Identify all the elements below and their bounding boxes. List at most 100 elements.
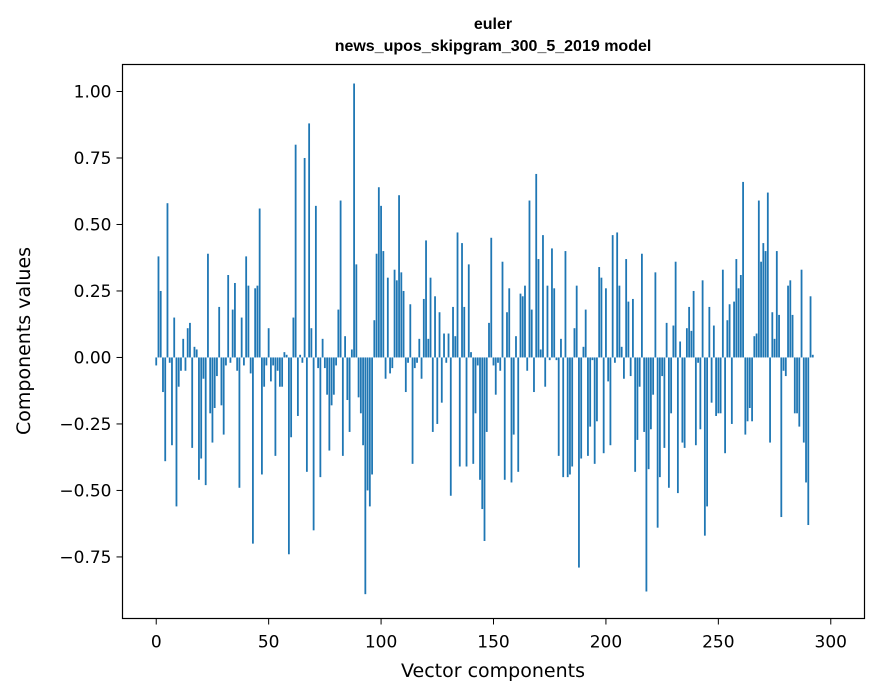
bar-263 (746, 357, 749, 422)
bar-116 (416, 357, 418, 363)
bar-18 (195, 349, 198, 358)
bar-286 (798, 357, 801, 427)
bar-23 (207, 253, 209, 358)
bar-82 (339, 200, 342, 358)
bar-225 (661, 357, 664, 377)
bar-36 (236, 357, 239, 371)
bar-115 (413, 357, 416, 369)
bar-267 (755, 333, 758, 358)
bar-163 (521, 296, 524, 358)
bar-284 (793, 357, 796, 414)
bar-275 (773, 338, 776, 358)
bar-126 (438, 312, 441, 358)
bar-86 (348, 357, 351, 432)
bar-247 (710, 357, 713, 403)
bar-167 (530, 309, 533, 358)
bar-92 (362, 357, 364, 446)
bar-110 (402, 290, 405, 358)
bar-34 (231, 309, 234, 358)
y-tick-label: 0.25 (74, 282, 112, 302)
x-axis-label: Vector components (401, 660, 585, 682)
x-tick-label: 250 (702, 633, 734, 653)
bar-128 (443, 333, 445, 358)
bar-172 (542, 235, 544, 358)
bar-1 (157, 256, 160, 358)
bar-175 (548, 357, 551, 361)
bar-13 (184, 357, 187, 371)
bar-166 (528, 200, 531, 358)
bar-43 (252, 357, 254, 544)
bar-184 (569, 357, 571, 475)
bar-182 (564, 251, 567, 358)
bar-16 (191, 357, 194, 448)
bar-62 (294, 144, 297, 358)
bar-11 (180, 357, 182, 371)
bar-39 (243, 357, 245, 366)
y-tick-label: −0.50 (59, 481, 111, 501)
bar-290 (807, 357, 810, 526)
bar-93 (364, 357, 367, 595)
bar-31 (225, 357, 227, 366)
bar-283 (791, 314, 794, 358)
bar-117 (418, 338, 421, 358)
y-tick-label: −0.25 (59, 415, 111, 435)
y-axis-label: Components values (13, 247, 35, 435)
x-tick-label: 100 (365, 633, 397, 653)
y-tick-label: 0.75 (74, 149, 112, 169)
bars-group (155, 83, 814, 595)
bar-90 (357, 357, 360, 398)
bar-272 (766, 192, 769, 358)
bar-17 (193, 346, 196, 358)
bar-87 (350, 349, 353, 358)
bar-101 (382, 251, 385, 358)
bar-271 (764, 251, 767, 358)
bar-220 (649, 357, 652, 430)
bar-8 (173, 317, 176, 358)
bar-58 (285, 354, 288, 358)
bar-96 (371, 357, 373, 475)
bar-209 (625, 259, 628, 358)
bar-246 (708, 306, 711, 358)
bar-50 (267, 328, 270, 358)
bar-71 (314, 205, 317, 358)
bar-156 (506, 312, 508, 358)
bar-231 (674, 261, 677, 358)
bar-280 (784, 357, 787, 377)
bar-123 (431, 357, 434, 432)
bar-66 (303, 157, 306, 358)
bar-136 (461, 243, 463, 358)
bar-145 (481, 357, 484, 510)
bar-158 (510, 357, 513, 483)
bar-289 (805, 357, 807, 483)
bar-55 (278, 357, 281, 387)
bar-84 (344, 336, 346, 358)
bar-197 (598, 267, 601, 358)
bar-118 (420, 357, 423, 379)
bar-143 (476, 357, 479, 366)
bar-214 (636, 357, 639, 440)
bar-200 (605, 288, 607, 358)
bar-268 (757, 200, 760, 358)
bar-46 (258, 208, 261, 358)
bar-7 (171, 357, 173, 446)
y-tick-label: −0.75 (59, 548, 111, 568)
bar-133 (454, 336, 457, 358)
bar-151 (494, 357, 497, 395)
x-tick-label: 0 (151, 633, 162, 653)
bar-162 (519, 293, 522, 358)
bar-191 (584, 309, 587, 358)
bar-106 (393, 269, 396, 358)
bar-125 (436, 357, 439, 424)
bar-206 (618, 285, 621, 358)
bar-97 (373, 320, 376, 358)
bar-138 (465, 357, 468, 467)
bar-245 (706, 357, 709, 507)
bar-279 (782, 357, 785, 371)
bar-174 (546, 285, 549, 358)
bar-170 (537, 259, 540, 358)
bar-277 (778, 314, 780, 358)
bar-54 (276, 357, 279, 371)
bar-35 (234, 282, 236, 358)
bar-212 (632, 298, 634, 358)
bar-108 (398, 195, 400, 358)
